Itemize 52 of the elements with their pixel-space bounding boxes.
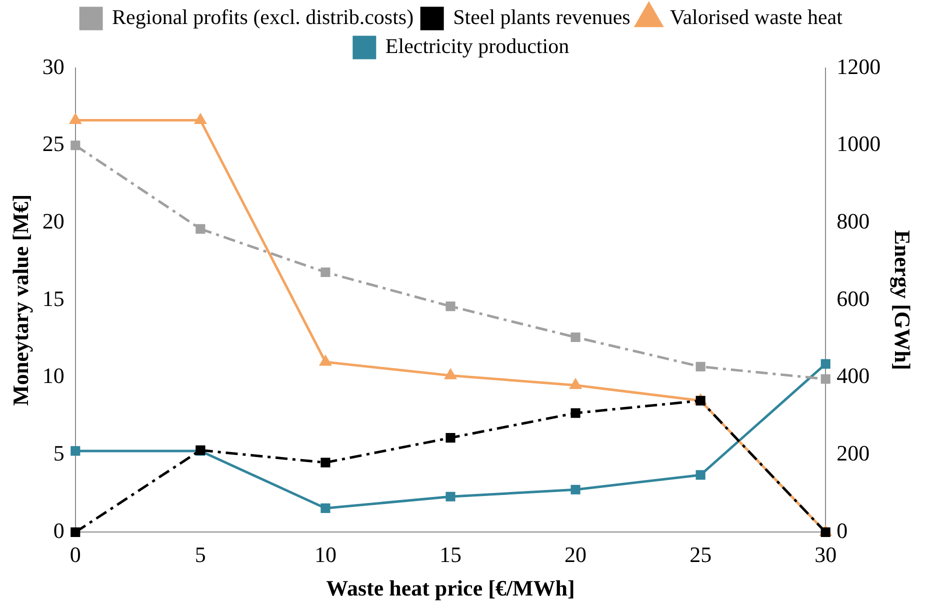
- point: [70, 114, 81, 124]
- point: [320, 458, 330, 468]
- legend-label: Steel plants revenues: [453, 5, 630, 30]
- point: [570, 332, 580, 342]
- y-tick-label: 5: [53, 440, 64, 466]
- point: [820, 359, 830, 369]
- point: [696, 470, 706, 480]
- y-tick-label: 10: [42, 363, 64, 388]
- x-tick-label: 30: [814, 542, 837, 568]
- y2-tick-label: 600: [836, 286, 870, 311]
- y-axis-title: Moneytary value [M€]: [8, 194, 33, 406]
- y-tick-label: 20: [42, 208, 64, 234]
- point: [446, 492, 456, 502]
- x-tick-label: 20: [564, 542, 587, 568]
- y2-tick-label: 0: [836, 518, 848, 543]
- x-tick-label: 10: [314, 542, 336, 568]
- x-tick-label: 15: [440, 542, 462, 568]
- point: [696, 362, 706, 372]
- y2-axis-title: Energy [GWh]: [890, 230, 916, 370]
- point: [320, 503, 330, 513]
- y-tick-label: 0: [53, 518, 64, 543]
- point: [820, 374, 830, 384]
- point: [320, 356, 332, 366]
- y2-tick-label: 200: [836, 440, 870, 466]
- point: [444, 369, 456, 380]
- point: [820, 527, 830, 537]
- x-tick-label: 25: [690, 542, 712, 568]
- y-tick-label: 15: [42, 286, 64, 311]
- y2-tick-label: 400: [836, 363, 870, 388]
- y-tick-label: 25: [42, 131, 64, 156]
- point: [570, 408, 580, 418]
- legend-label: Regional profits (excl. distrib.costs): [112, 5, 414, 30]
- legend-label: Electricity production: [385, 34, 570, 58]
- point: [70, 527, 80, 537]
- y2-tick-label: 1000: [836, 131, 881, 156]
- point: [570, 484, 580, 494]
- point: [70, 140, 80, 150]
- y2-tick-label: 1200: [836, 54, 881, 79]
- point: [320, 267, 330, 278]
- point: [696, 396, 706, 406]
- point: [446, 433, 456, 443]
- y-tick-label: 30: [42, 54, 64, 79]
- legend-label: Valorised waste heat: [670, 5, 843, 30]
- point: [194, 114, 206, 124]
- y2-tick-label: 800: [836, 208, 870, 234]
- point: [70, 446, 80, 456]
- x-tick-label: 0: [70, 542, 81, 568]
- point: [196, 224, 206, 234]
- x-tick-label: 5: [194, 542, 206, 568]
- point: [570, 378, 582, 389]
- point: [446, 302, 456, 312]
- x-axis-title: Waste heat price [€/MWh]: [326, 575, 575, 600]
